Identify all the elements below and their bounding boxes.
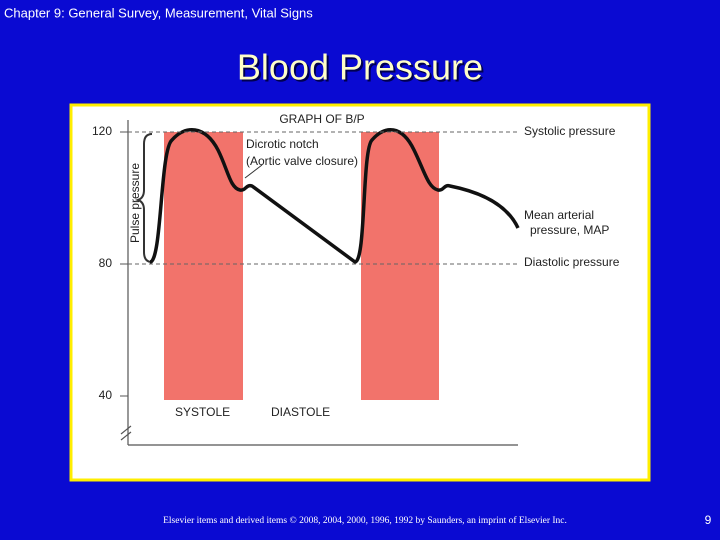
- notch-pointer: [244, 164, 263, 179]
- page-number: 9: [705, 513, 712, 527]
- y-tick-label: 80: [99, 256, 113, 270]
- y-axis-label: Pulse pressure: [128, 163, 142, 243]
- y-tick-label: 40: [99, 388, 113, 402]
- annotation: (Aortic valve closure): [246, 154, 358, 168]
- annotation: Mean arterial: [524, 208, 594, 222]
- systole-band: [361, 132, 439, 400]
- annotation: pressure, MAP: [530, 223, 609, 237]
- slide-title: Blood Pressure: [237, 47, 483, 88]
- copyright: Elsevier items and derived items © 2008,…: [163, 515, 567, 526]
- title-shadow: Blood Pressure: [239, 49, 485, 90]
- systole-band: [164, 132, 243, 400]
- phase-label: DIASTOLE: [271, 405, 330, 419]
- figure-frame: [69, 103, 651, 482]
- pressure-curve: [148, 128, 520, 264]
- annotation: Diastolic pressure: [524, 255, 620, 269]
- bp-graph: GRAPH OF B/P Pulse pressure Dicrotic not…: [92, 112, 620, 446]
- chapter-header: Chapter 9: General Survey, Measurement, …: [4, 5, 313, 20]
- y-tick-label: 120: [92, 124, 112, 138]
- axis-break: [120, 425, 132, 441]
- pulse-brace: [134, 133, 153, 263]
- phase-label: SYSTOLE: [175, 405, 230, 419]
- annotation: Systolic pressure: [524, 124, 616, 138]
- annotation: Dicrotic notch: [246, 137, 319, 151]
- graph-title: GRAPH OF B/P: [279, 112, 364, 126]
